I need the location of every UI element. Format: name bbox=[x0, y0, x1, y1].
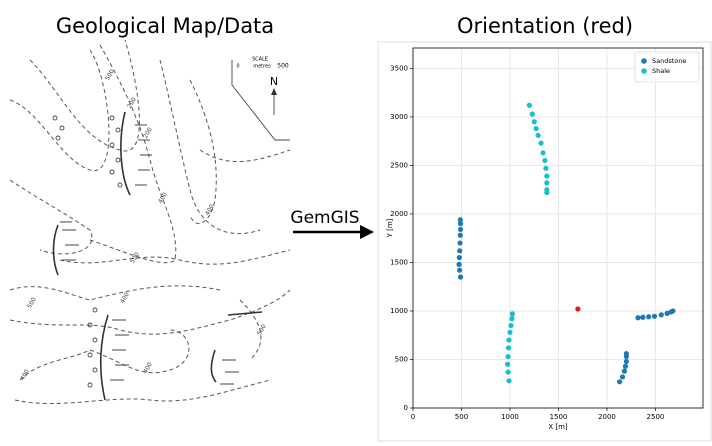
scatter-point bbox=[543, 165, 549, 171]
scatter-point bbox=[623, 351, 629, 357]
scatter-point bbox=[538, 140, 544, 146]
scatter-point bbox=[457, 232, 463, 238]
scatter-point bbox=[456, 261, 462, 267]
scatter-point bbox=[623, 358, 629, 365]
scatter-point bbox=[505, 369, 511, 375]
scatter-point bbox=[508, 322, 514, 329]
y-tick-label: 2000 bbox=[390, 210, 408, 218]
scatter-point bbox=[658, 312, 664, 318]
chart-title: Orientation (red) bbox=[457, 14, 633, 38]
scatter-point bbox=[526, 102, 532, 108]
scatter-point bbox=[509, 311, 516, 317]
scatter-point bbox=[635, 315, 641, 321]
contour-label: 400 bbox=[19, 368, 31, 382]
contour-label: 500 bbox=[104, 68, 116, 82]
scatter-point bbox=[621, 368, 628, 374]
contour-label: 400 bbox=[142, 361, 154, 375]
contour-label: 200 bbox=[142, 126, 154, 140]
north-label: N bbox=[270, 75, 278, 88]
contour-label: 500 bbox=[129, 251, 141, 265]
scatter-point bbox=[505, 353, 511, 360]
legend-label: Shale bbox=[652, 67, 670, 75]
scatter-point bbox=[457, 248, 463, 254]
y-tick-label: 1500 bbox=[390, 258, 408, 266]
scatter-point bbox=[535, 132, 541, 138]
scatter-point bbox=[456, 267, 463, 273]
y-tick-label: 3500 bbox=[390, 64, 408, 72]
scale-end: 500 bbox=[277, 63, 289, 70]
x-axis-label: X [m] bbox=[548, 423, 568, 431]
y-tick-label: 2500 bbox=[390, 161, 408, 169]
x-tick-label: 500 bbox=[455, 413, 468, 421]
x-tick-label: 2500 bbox=[647, 413, 665, 421]
scatter-point bbox=[507, 329, 513, 335]
contour-label: 400 bbox=[157, 191, 169, 205]
gemgis-arrow: GemGIS bbox=[290, 208, 374, 239]
scatter-point bbox=[622, 363, 629, 369]
y-tick-label: 500 bbox=[395, 355, 408, 363]
scatter-point bbox=[509, 316, 515, 322]
scatter-point bbox=[540, 150, 546, 156]
scatter-point bbox=[529, 111, 535, 117]
scatter-point bbox=[544, 189, 550, 196]
scatter-point bbox=[506, 337, 512, 343]
contour-label: 200 bbox=[126, 96, 138, 110]
scatter-point bbox=[457, 221, 464, 227]
scatter-point bbox=[506, 378, 512, 384]
x-tick-label: 2000 bbox=[598, 413, 616, 421]
scatter-point bbox=[456, 254, 462, 261]
scatter-point bbox=[457, 274, 464, 280]
chart-panel bbox=[377, 41, 712, 442]
legend-marker bbox=[641, 58, 647, 64]
arrow-label: GemGIS bbox=[290, 208, 359, 228]
contour-label: 400 bbox=[204, 203, 216, 217]
scale-start: 0 bbox=[236, 64, 239, 70]
scatter-point bbox=[651, 313, 658, 319]
y-axis-label: Y [m] bbox=[386, 218, 394, 238]
scale-unit: metres bbox=[253, 64, 271, 70]
contour-label: 500 bbox=[256, 323, 268, 337]
scatter-point bbox=[640, 314, 646, 320]
scatter-point bbox=[504, 361, 511, 367]
y-tick-label: 3000 bbox=[390, 113, 408, 121]
orientation-point bbox=[575, 306, 581, 312]
contour-label: 400 bbox=[119, 291, 131, 305]
scatter-point bbox=[616, 379, 623, 385]
x-tick-label: 0 bbox=[411, 413, 415, 421]
scatter-point bbox=[646, 314, 652, 320]
scatter-point bbox=[531, 119, 537, 125]
scale-title: SCALE bbox=[252, 57, 268, 63]
scatter-point bbox=[457, 217, 463, 223]
scatter-point bbox=[670, 308, 676, 314]
scatter-point bbox=[619, 374, 626, 380]
scatter-point bbox=[533, 125, 539, 132]
x-tick-label: 1000 bbox=[501, 413, 519, 421]
geological-map bbox=[9, 39, 291, 405]
y-tick-label: 0 bbox=[404, 404, 408, 412]
contour-label: 500 bbox=[26, 296, 38, 310]
plot-frame bbox=[412, 47, 704, 409]
scatter-point bbox=[505, 345, 512, 351]
legend-box bbox=[634, 51, 700, 83]
y-tick-label: 1000 bbox=[390, 307, 408, 315]
map-title: Geological Map/Data bbox=[56, 14, 274, 38]
legend-marker bbox=[641, 68, 647, 74]
scatter-point bbox=[542, 157, 548, 164]
scatter-point bbox=[457, 240, 463, 246]
scatter-point bbox=[457, 226, 464, 233]
scatter-point bbox=[544, 180, 550, 186]
x-tick-label: 1500 bbox=[550, 413, 568, 421]
scatter-point bbox=[544, 173, 550, 179]
legend-label: Sandstone bbox=[652, 57, 686, 65]
